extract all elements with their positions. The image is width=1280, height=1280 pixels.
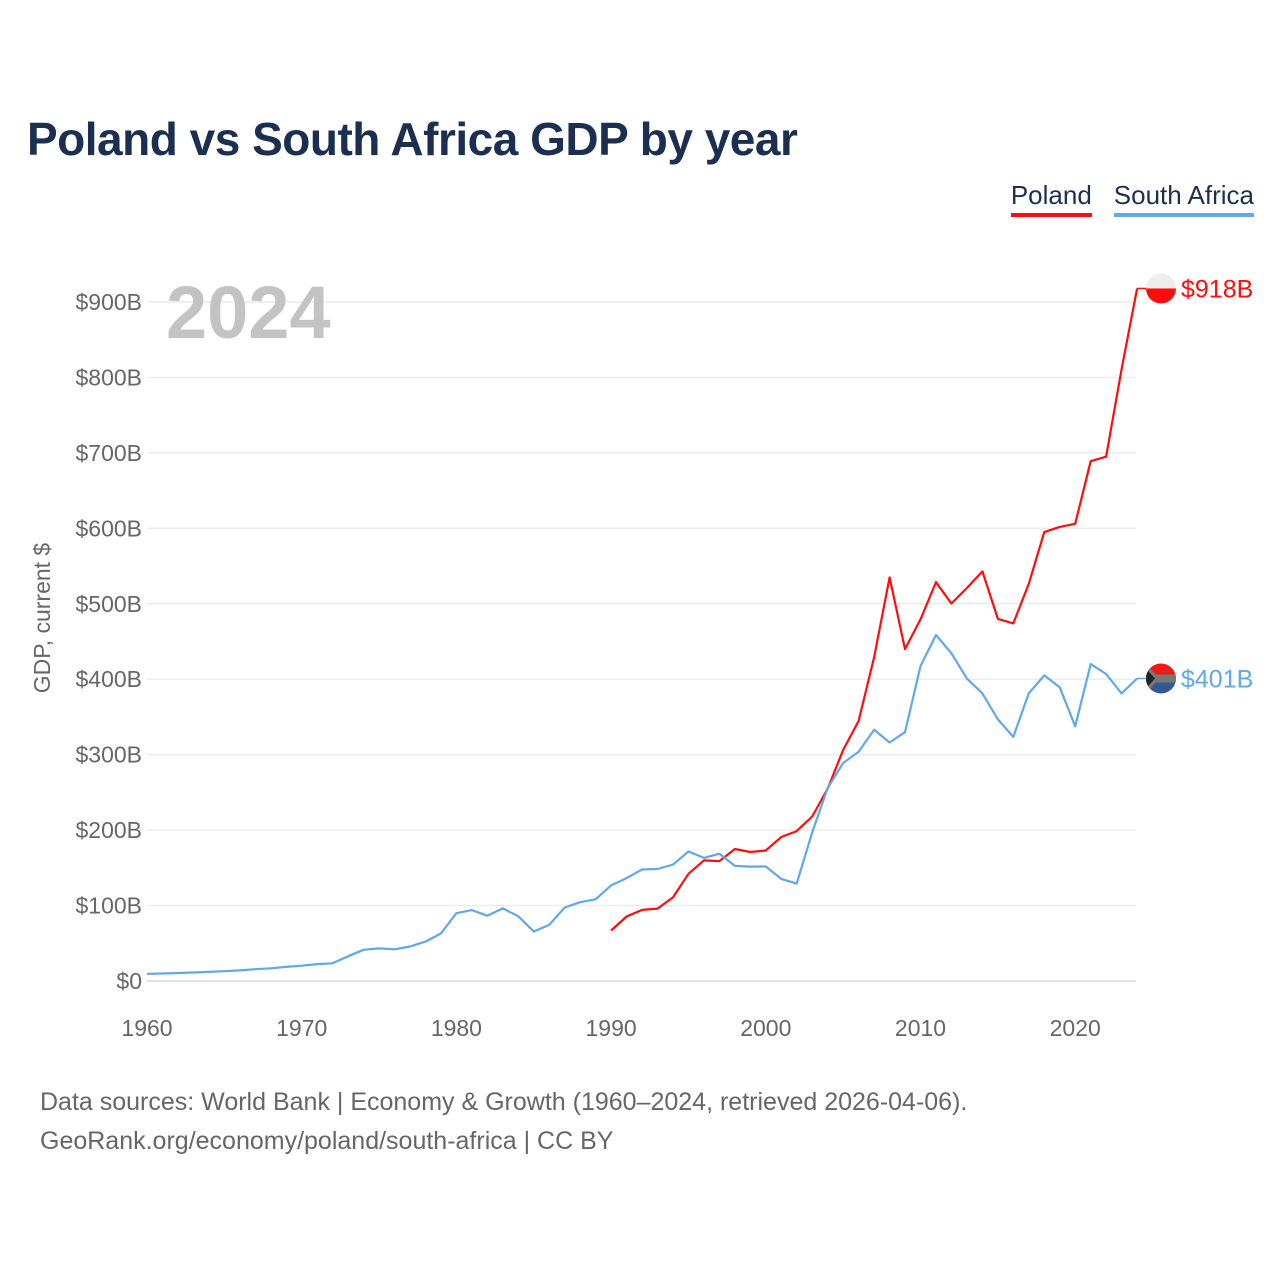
flag-green-band [1146,674,1176,683]
source-note: Data sources: World Bank | Economy & Gro… [40,1088,968,1116]
legend-item-poland[interactable]: Poland [1010,180,1092,217]
x-tick-label: 1970 [276,1015,327,1041]
flag-body [1146,273,1176,304]
end-value-label: $401B [1181,665,1253,693]
x-tick-label: 1960 [121,1015,172,1041]
y-tick-label: $300B [75,742,142,768]
y-tick-label: $900B [75,289,142,315]
flag-body [1146,663,1176,694]
south-africa-flag-icon [1146,663,1176,694]
y-tick-label: $400B [75,666,142,692]
y-tick-label: $700B [75,440,142,466]
y-axis-label: GDP, current $ [29,543,55,694]
footer: Data sources: World Bank | Economy & Gro… [40,1083,967,1161]
flag-black-triangle [1146,668,1155,689]
x-tick-label: 2010 [895,1015,946,1041]
x-tick-label: 1980 [431,1015,482,1041]
x-tick-label: 2020 [1050,1015,1101,1041]
chart-title: Poland vs South Africa GDP by year [27,113,798,165]
x-tick-label: 1990 [586,1015,637,1041]
x-tick-label: 2000 [740,1015,791,1041]
series-line-south-africa [146,633,1138,975]
y-tick-label: $100B [75,893,142,919]
series-line-poland [610,288,1139,932]
poland-flag-icon [1146,273,1176,304]
legend-item-south-africa[interactable]: South Africa [1113,180,1254,217]
end-value-label: $918B [1181,275,1253,303]
y-tick-label: $600B [75,515,142,541]
y-tick-label: $800B [75,364,142,390]
legend: Poland South Africa [1010,180,1254,217]
flag-white-band [1146,273,1176,289]
y-tick-label: $0 [116,968,142,994]
year-badge: 2024 [166,271,331,354]
flag-red-band [1146,288,1176,304]
attribution: GeoRank.org/economy/poland/south-africa … [40,1127,614,1155]
y-tick-label: $200B [75,817,142,843]
y-tick-label: $500B [75,591,142,617]
